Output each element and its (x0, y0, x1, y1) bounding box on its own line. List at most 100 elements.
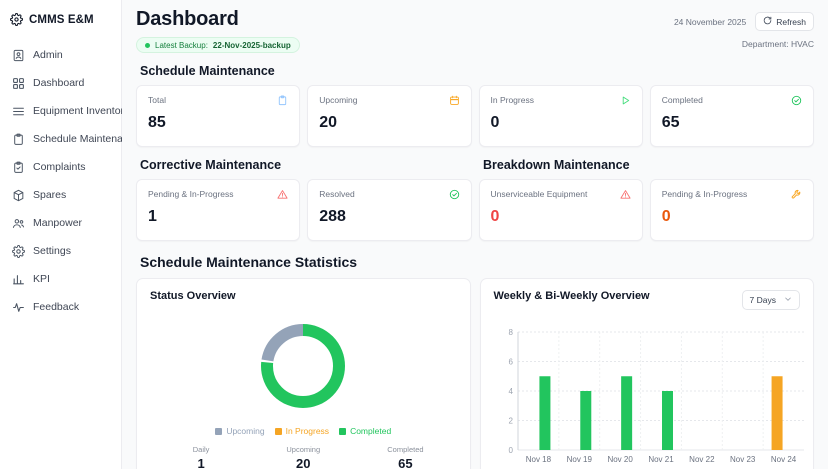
sidebar-item-settings[interactable]: Settings (0, 237, 121, 265)
sidebar-item-label: Equipment Inventory (33, 105, 130, 117)
brand[interactable]: CMMS E&M (0, 6, 121, 33)
weekly-overview-panel: Weekly & Bi-Weekly Overview 7 Days 0 2 4 6 8… (479, 278, 814, 469)
status-overview-panel: Status Overview Upcoming (136, 278, 471, 469)
package-icon (12, 189, 25, 202)
sidebar-item-label: Dashboard (33, 77, 85, 89)
svg-text:Nov 23: Nov 23 (730, 455, 756, 464)
schedule-maintenance-cards: Total 85 Upcoming (136, 85, 814, 147)
sidebar-item-complaints[interactable]: Complaints (0, 153, 121, 181)
department-label: Department: HVAC (741, 39, 814, 49)
sidebar-item-label: KPI (33, 273, 50, 285)
stat-card-label: Completed (661, 95, 703, 105)
sidebar-nav: Admin Dashboard Equipment Inventory (0, 41, 140, 321)
sidebar-item-dashboard[interactable]: Dashboard (0, 69, 121, 97)
range-select[interactable]: 7 Days (741, 290, 800, 310)
stat-card-value: 65 (661, 114, 680, 131)
legend-item-upcoming[interactable]: Upcoming (215, 426, 265, 436)
clipboard-icon (12, 133, 25, 146)
range-select-value: 7 Days (749, 295, 776, 305)
section-title-corrective-maintenance: Corrective Maintenance (140, 158, 282, 172)
sidebar-item-kpi[interactable]: KPI (0, 265, 121, 293)
refresh-label: Refresh (776, 16, 806, 27)
sidebar-item-schedule-maintenance[interactable]: Schedule Maintenance (0, 125, 140, 153)
total-value: 1 (197, 456, 205, 469)
chevron-down-icon (784, 295, 792, 305)
donut-chart (150, 322, 457, 410)
stat-card-value: 0 (661, 208, 671, 225)
corrective-breakdown-cards: Pending & In-Progress 1 Resolved (136, 179, 814, 241)
svg-text:Nov 24: Nov 24 (770, 455, 796, 464)
gear-icon (12, 244, 25, 258)
svg-text:Nov 22: Nov 22 (689, 455, 715, 464)
total-value: 65 (398, 456, 413, 469)
total-completed: Completed 65 (354, 445, 456, 469)
sidebar-item-label: Feedback (33, 301, 80, 313)
legend-item-in-progress[interactable]: In Progress (274, 426, 329, 436)
backup-prefix: Latest Backup: (155, 40, 208, 50)
alert-triangle-icon (277, 189, 288, 200)
legend-item-completed[interactable]: Completed (339, 426, 391, 436)
page-header-left: Dashboard Latest Backup: 22-Nov-2025-bac… (136, 8, 300, 53)
activity-pulse-icon (12, 301, 25, 314)
main-content: Dashboard Latest Backup: 22-Nov-2025-bac… (122, 0, 828, 469)
page-header-right: 24 November 2025 Refresh Department: HVA… (674, 8, 814, 49)
page-title: Dashboard (136, 8, 239, 30)
check-circle-icon (449, 189, 460, 200)
stat-card-total[interactable]: Total 85 (136, 85, 301, 147)
donut-slice-completed (261, 324, 346, 408)
statistics-title: Schedule Maintenance Statistics (140, 254, 358, 270)
stat-card-breakdown-pending[interactable]: Pending & In-Progress 0 (649, 179, 814, 241)
brand-label: CMMS E&M (29, 13, 94, 26)
sidebar-item-label: Admin (33, 49, 63, 61)
stat-card-value: 288 (319, 208, 346, 225)
status-badge: Latest Backup: 22-Nov-2025-backup (136, 37, 300, 53)
stat-card-label: In Progress (490, 95, 534, 105)
stat-card-completed[interactable]: Completed 65 (649, 85, 814, 147)
sidebar-item-label: Complaints (33, 161, 86, 173)
stat-card-value: 85 (148, 114, 166, 131)
check-circle-icon (791, 95, 802, 106)
clipboard-icon (277, 95, 288, 106)
stat-card-label: Upcoming (319, 95, 358, 105)
legend-label: Completed (350, 426, 392, 436)
sidebar-item-spares[interactable]: Spares (0, 181, 121, 209)
donut-legend: Upcoming In Progress Completed (150, 426, 457, 436)
total-value: 20 (296, 456, 311, 469)
admin-badge-icon (12, 49, 25, 62)
total-upcoming: Upcoming 20 (252, 445, 354, 469)
stat-card-corrective-pending[interactable]: Pending & In-Progress 1 (136, 179, 301, 241)
stat-card-unserviceable-equipment[interactable]: Unserviceable Equipment 0 (478, 179, 643, 241)
stat-card-label: Pending & In-Progress (148, 189, 234, 199)
status-totals: Daily 1 Upcoming 20 Completed 65 (150, 445, 457, 469)
section-title-breakdown-maintenance: Breakdown Maintenance (483, 158, 630, 172)
stat-card-label: Pending & In-Progress (661, 189, 748, 199)
section-title-schedule-maintenance: Schedule Maintenance (140, 64, 275, 78)
sidebar-item-equipment-inventory[interactable]: Equipment Inventory (0, 97, 129, 125)
sidebar-item-admin[interactable]: Admin (0, 41, 121, 69)
list-lines-icon (12, 105, 25, 118)
refresh-icon (763, 16, 772, 27)
sidebar-item-manpower[interactable]: Manpower (0, 209, 121, 237)
stat-card-value: 1 (148, 208, 157, 225)
svg-text:2: 2 (508, 417, 513, 426)
svg-text:Nov 19: Nov 19 (566, 455, 592, 464)
users-icon (12, 217, 25, 230)
refresh-button[interactable]: Refresh (755, 12, 814, 31)
svg-text:8: 8 (508, 328, 513, 337)
statistics-panels: Status Overview Upcoming (136, 278, 814, 469)
current-date: 24 November 2025 (673, 16, 747, 27)
total-label: Completed (387, 445, 424, 454)
stat-card-value: 0 (490, 114, 500, 131)
header-actions: 24 November 2025 Refresh (674, 12, 814, 31)
wrench-icon (791, 189, 802, 200)
legend-swatch-icon (215, 427, 223, 435)
sidebar-item-feedback[interactable]: Feedback (0, 293, 121, 321)
stat-card-corrective-resolved[interactable]: Resolved 288 (307, 179, 472, 241)
stat-card-upcoming[interactable]: Upcoming 20 (307, 85, 472, 147)
stat-card-in-progress[interactable]: In Progress 0 (478, 85, 643, 147)
stat-card-label: Total (148, 95, 166, 105)
total-label: Upcoming (286, 445, 321, 454)
status-dot-icon (145, 42, 150, 48)
stat-card-label: Resolved (319, 189, 355, 199)
